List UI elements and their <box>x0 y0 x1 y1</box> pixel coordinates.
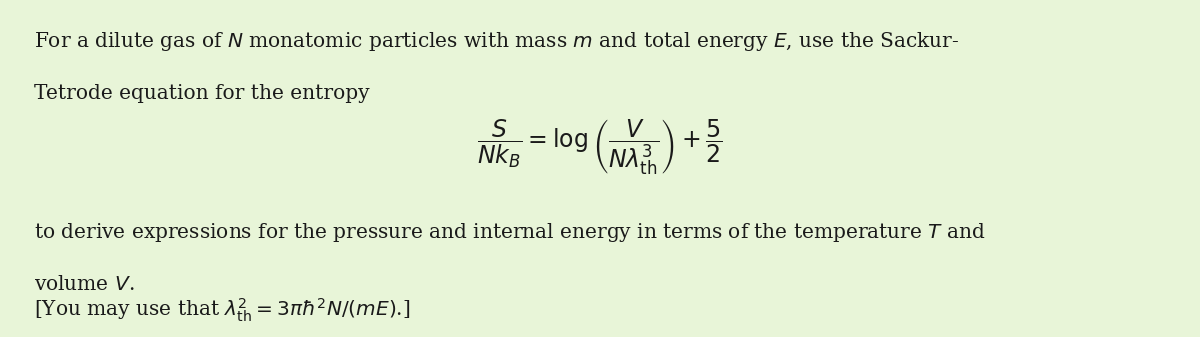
Text: volume $V$.: volume $V$. <box>34 275 134 294</box>
Text: Tetrode equation for the entropy: Tetrode equation for the entropy <box>34 84 370 103</box>
Text: For a dilute gas of $N$ monatomic particles with mass $m$ and total energy $E$, : For a dilute gas of $N$ monatomic partic… <box>34 30 959 53</box>
Text: $\dfrac{S}{Nk_B} = \log\left(\dfrac{V}{N\lambda^3_{\mathrm{th}}}\right) + \dfrac: $\dfrac{S}{Nk_B} = \log\left(\dfrac{V}{N… <box>478 117 722 176</box>
Text: to derive expressions for the pressure and internal energy in terms of the tempe: to derive expressions for the pressure a… <box>34 221 985 244</box>
Text: [You may use that $\lambda^2_{\mathrm{th}} = 3\pi\hbar^2 N/(mE)$.]: [You may use that $\lambda^2_{\mathrm{th… <box>34 296 410 324</box>
